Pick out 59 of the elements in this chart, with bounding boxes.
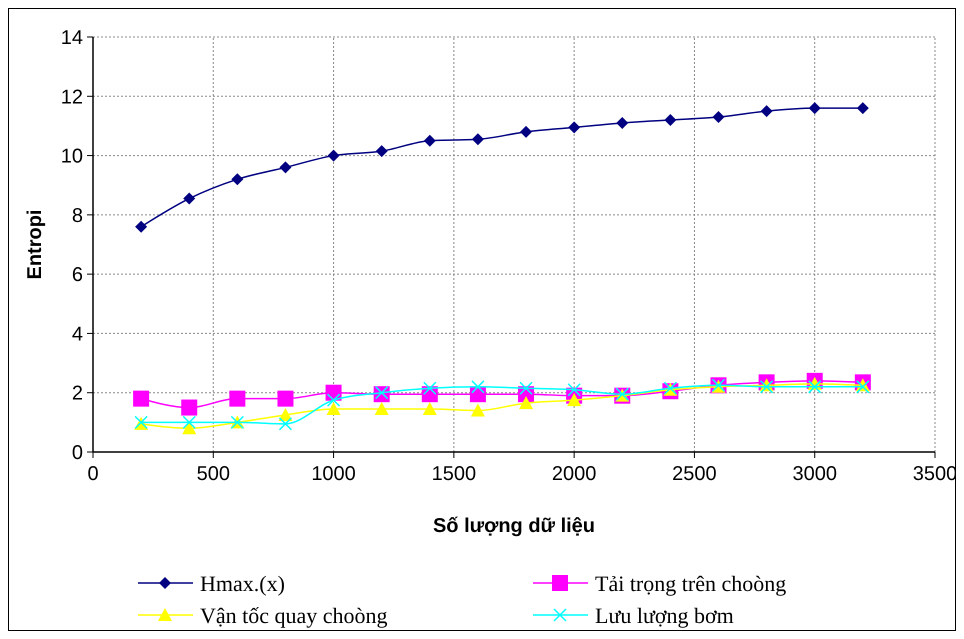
- y-tick-label: 10: [60, 146, 83, 168]
- point: [856, 102, 869, 114]
- point: [374, 386, 388, 400]
- x-tick-label: 3000: [792, 463, 837, 485]
- y-tick-label: 8: [72, 204, 83, 227]
- x-tick-label: 1000: [311, 463, 356, 485]
- point: [182, 416, 196, 430]
- point: [374, 402, 389, 416]
- point: [181, 400, 198, 416]
- point: [664, 114, 676, 126]
- point: [471, 380, 485, 394]
- y-tick-label: 12: [60, 86, 83, 108]
- x-tick-label: 2000: [552, 463, 596, 485]
- point: [277, 390, 294, 407]
- x-tick-label: 1500: [432, 463, 476, 485]
- point: [520, 126, 532, 138]
- point: [808, 380, 822, 394]
- y-tick-label: 2: [72, 382, 83, 405]
- point: [856, 380, 870, 394]
- point: [229, 390, 246, 407]
- point: [616, 116, 628, 129]
- point: [519, 382, 533, 396]
- point: [422, 402, 437, 416]
- point: [472, 133, 484, 146]
- point: [519, 396, 534, 410]
- point: [712, 111, 724, 124]
- point: [376, 145, 388, 158]
- point: [133, 390, 150, 407]
- x-tick-label: 500: [196, 463, 230, 485]
- point: [279, 161, 292, 174]
- point: [470, 404, 485, 416]
- point: [424, 134, 436, 147]
- point: [231, 173, 244, 186]
- legend-label: Vận tốc quay choòng: [200, 603, 388, 628]
- x-axis-title: Số lượng dữ liệu: [432, 515, 596, 537]
- x-tick-label: 0: [87, 463, 99, 485]
- point: [568, 121, 580, 134]
- x-tick-label: 2500: [672, 463, 717, 485]
- point: [328, 150, 340, 162]
- y-tick-label: 4: [72, 323, 83, 346]
- point: [760, 380, 774, 394]
- point: [808, 102, 821, 114]
- y-tick-label: 14: [60, 27, 83, 49]
- point: [567, 383, 581, 396]
- point: [567, 393, 582, 406]
- legend-label: Hmax.(x): [200, 571, 285, 596]
- point: [183, 192, 196, 205]
- y-axis-title: Entropi: [24, 210, 46, 280]
- point: [135, 220, 148, 233]
- point: [278, 417, 292, 431]
- point: [326, 393, 340, 407]
- point: [760, 105, 773, 118]
- y-tick-label: 0: [72, 442, 83, 464]
- y-tick-label: 6: [72, 264, 83, 286]
- legend-label: Tải trọng trên choòng: [595, 571, 786, 596]
- legend-label: Lưu lượng bơm: [595, 603, 734, 628]
- point: [423, 382, 437, 396]
- point: [326, 402, 341, 416]
- point: [182, 421, 196, 434]
